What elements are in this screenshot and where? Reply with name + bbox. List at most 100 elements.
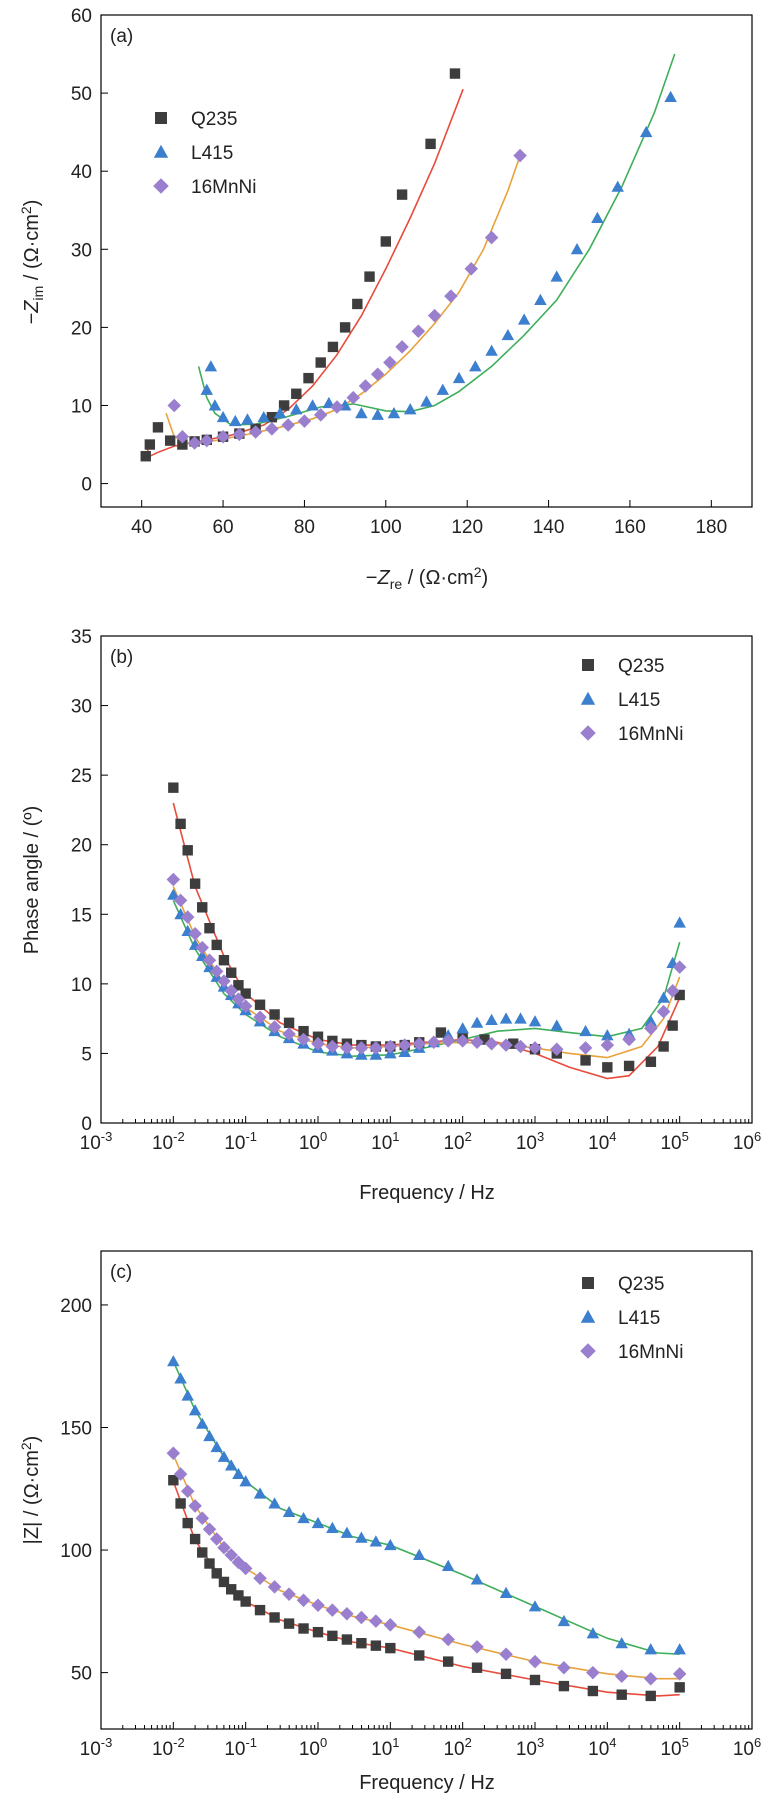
series-16mnni (166, 872, 687, 1057)
y-tick-label: 10 (71, 975, 92, 996)
legend-marker-q235 (155, 112, 167, 124)
legend-marker-16mnni (153, 178, 169, 194)
data-point (211, 1568, 222, 1579)
data-point (181, 1389, 194, 1401)
y-tick-label: 0 (81, 475, 92, 496)
legend-marker-q235 (582, 1277, 594, 1289)
data-point (202, 953, 217, 967)
y-tick-label: 150 (60, 1418, 92, 1439)
data-point (383, 1618, 398, 1632)
x-tick-label: 60 (212, 517, 233, 538)
data-point (639, 125, 653, 138)
data-point (449, 68, 461, 79)
x-tick-label: 104 (588, 1129, 616, 1154)
data-point (312, 1031, 324, 1042)
data-point (420, 395, 433, 407)
legend-label-l415: L415 (618, 690, 660, 711)
data-point (644, 1643, 657, 1655)
y-tick-label: 30 (71, 240, 92, 261)
data-point (387, 407, 401, 419)
data-point (209, 1532, 224, 1546)
y-tick-label: 25 (71, 766, 92, 787)
data-point (188, 927, 202, 941)
data-point (296, 1032, 311, 1047)
data-point (441, 1559, 455, 1571)
x-tick-label: 103 (516, 1735, 544, 1760)
data-point (355, 407, 368, 419)
legend-label-l415: L415 (618, 1308, 660, 1329)
y-tick-label: 60 (71, 6, 92, 27)
data-point (443, 1656, 454, 1667)
data-point (370, 367, 385, 381)
x-tick-label: 40 (131, 517, 152, 538)
data-point (352, 298, 363, 310)
data-point (354, 1041, 369, 1055)
data-point (226, 967, 237, 978)
data-point (508, 1038, 519, 1049)
data-point (513, 1039, 528, 1054)
data-point (297, 1511, 310, 1524)
data-point (188, 1404, 202, 1416)
fit-line-q235 (172, 1481, 680, 1697)
data-point (174, 1372, 187, 1384)
data-point (211, 939, 222, 951)
legend-marker-l415 (153, 144, 169, 158)
fit-line-16mnni (172, 886, 681, 1059)
data-point (187, 436, 202, 450)
data-point (283, 1618, 295, 1629)
data-point (298, 1025, 309, 1037)
data-point (464, 262, 479, 276)
data-point (371, 408, 384, 420)
legend-label-16mnni: 16MnNi (191, 177, 256, 198)
data-point (513, 148, 527, 163)
data-point (140, 451, 151, 462)
data-point (657, 991, 670, 1003)
nyquist-panel: (a) 0 10 20 30 40 50 60 40 60 80 100 120 140 160 180 Q… (18, 6, 753, 592)
data-point (340, 1526, 354, 1538)
data-point (578, 1041, 593, 1055)
data-point (444, 289, 458, 303)
data-point (210, 1440, 223, 1453)
data-point (529, 1674, 541, 1686)
x-tick-label: 10-3 (80, 1129, 113, 1154)
data-point (557, 1614, 571, 1627)
data-point (238, 1561, 253, 1576)
data-point (248, 425, 263, 439)
data-point (173, 1467, 188, 1481)
data-point (673, 916, 686, 928)
data-point (257, 410, 270, 423)
data-point (665, 984, 680, 998)
data-point (385, 1642, 396, 1654)
data-point (195, 940, 210, 955)
data-point (325, 1039, 340, 1054)
y-axis-title: |Z| / (Ω·cm2) (18, 1436, 43, 1545)
data-point (557, 1660, 571, 1675)
data-point (414, 1650, 425, 1661)
data-point (528, 1015, 542, 1027)
data-point (229, 414, 242, 427)
data-point (204, 923, 215, 934)
series-16mnni (167, 148, 527, 450)
data-point (383, 1039, 398, 1054)
data-point (550, 270, 563, 282)
data-point (358, 379, 373, 393)
data-point (166, 1446, 181, 1460)
y-tick-label: 10 (71, 396, 92, 417)
data-point (327, 1630, 338, 1642)
data-point (296, 1593, 311, 1608)
data-point (455, 1034, 470, 1048)
legend-marker-16mnni (580, 1343, 596, 1359)
data-point (281, 418, 295, 432)
x-tick-label: 103 (516, 1129, 544, 1154)
x-tick-label: 100 (299, 1129, 327, 1154)
data-point (470, 1035, 484, 1050)
y-tick-label: 40 (71, 162, 92, 183)
data-point (355, 1531, 368, 1543)
data-point (208, 399, 222, 411)
data-point (189, 878, 201, 889)
data-point (340, 1041, 354, 1055)
data-point (616, 1689, 627, 1700)
data-point (380, 236, 392, 247)
data-point (485, 1013, 498, 1026)
data-point (167, 888, 180, 900)
